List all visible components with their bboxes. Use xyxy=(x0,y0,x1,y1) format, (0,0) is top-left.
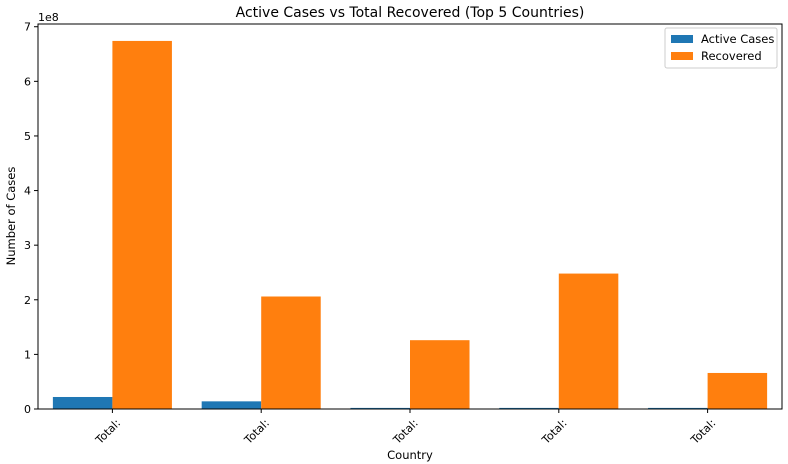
bar-recovered-1 xyxy=(112,40,172,410)
legend-label: Recovered xyxy=(701,49,762,63)
bar-active-cases-4 xyxy=(499,407,559,409)
bar-active-cases-2 xyxy=(201,401,262,409)
x-axis: Total: Total: Total: Total: Total: xyxy=(92,409,718,447)
y-tick-label: 3 xyxy=(24,239,31,252)
x-axis-label: Country xyxy=(387,448,433,462)
chart-title: Active Cases vs Total Recovered (Top 5 C… xyxy=(236,5,585,21)
y-tick-label: 0 xyxy=(24,403,31,416)
y-axis-label: Number of Cases xyxy=(4,167,18,266)
y-tick-label: 7 xyxy=(24,21,31,34)
legend-label: Active Cases xyxy=(701,32,774,46)
bar-recovered-5 xyxy=(707,372,768,409)
x-tick-label: Total: xyxy=(390,417,421,448)
bar-active-cases-5 xyxy=(648,407,708,409)
y-tick-label: 1 xyxy=(24,348,31,361)
legend-swatch xyxy=(671,52,693,60)
x-tick-label: Total: xyxy=(241,417,272,448)
y-axis: 0 1 2 3 4 5 6 7 xyxy=(24,21,38,416)
y-tick-label: 5 xyxy=(24,130,31,143)
bar-recovered-2 xyxy=(261,296,321,409)
legend-swatch xyxy=(671,35,693,43)
y-tick-label: 4 xyxy=(24,185,31,198)
bars-layer xyxy=(52,40,768,410)
x-tick-label: Total: xyxy=(688,417,719,448)
legend: Active Cases Recovered xyxy=(664,27,778,69)
bar-active-cases-3 xyxy=(350,407,410,409)
x-tick-label: Total: xyxy=(92,417,123,448)
y-tick-label: 2 xyxy=(24,294,31,307)
x-tick-label: Total: xyxy=(539,417,570,448)
bar-recovered-3 xyxy=(410,340,470,409)
bar-active-cases-1 xyxy=(52,396,113,409)
bar-recovered-4 xyxy=(558,273,619,409)
y-axis-offset-label: 1e8 xyxy=(38,11,59,24)
y-tick-label: 6 xyxy=(24,75,31,88)
